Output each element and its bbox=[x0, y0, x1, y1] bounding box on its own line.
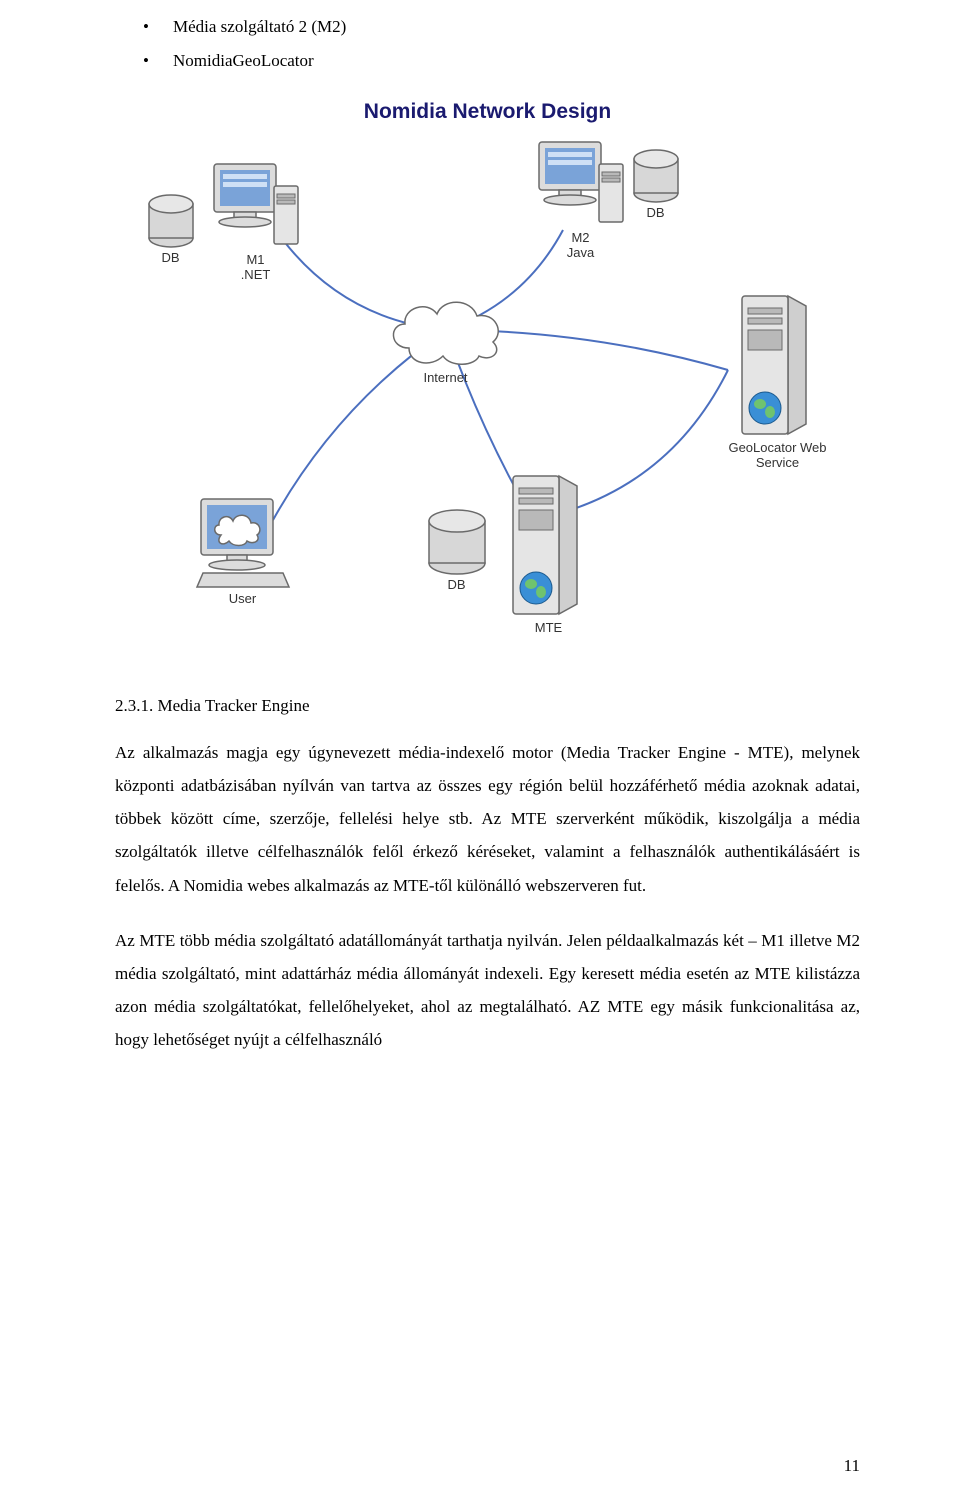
database-icon bbox=[423, 505, 491, 577]
server-icon bbox=[732, 290, 824, 440]
network-diagram: Nomidia Network Design DB M1 .NET bbox=[133, 100, 843, 660]
node-label: DB bbox=[143, 250, 199, 265]
node-db-mte: DB bbox=[423, 505, 491, 592]
bullet-list: Média szolgáltató 2 (M2) NomidiaGeoLocat… bbox=[143, 10, 860, 78]
bullet-item: Média szolgáltató 2 (M2) bbox=[143, 10, 860, 44]
bullet-item: NomidiaGeoLocator bbox=[143, 44, 860, 78]
section-heading: 2.3.1. Media Tracker Engine bbox=[115, 696, 860, 716]
body-paragraph: Az MTE több média szolgáltató adatállomá… bbox=[115, 924, 860, 1057]
database-icon bbox=[143, 190, 199, 250]
node-db-m1: DB bbox=[143, 190, 199, 265]
node-label: User bbox=[193, 591, 293, 606]
body-paragraph: Az alkalmazás magja egy úgynevezett médi… bbox=[115, 736, 860, 902]
node-geolocator: GeoLocator Web Service bbox=[708, 290, 848, 470]
node-label: DB bbox=[628, 205, 684, 220]
node-label: Internet bbox=[381, 370, 511, 385]
database-icon bbox=[628, 145, 684, 205]
node-m2: M2 Java bbox=[533, 138, 629, 260]
node-label: GeoLocator Web Service bbox=[708, 440, 848, 470]
server-icon bbox=[503, 470, 595, 620]
cloud-icon bbox=[381, 290, 511, 370]
node-label: MTE bbox=[503, 620, 595, 635]
page-number: 11 bbox=[844, 1456, 860, 1476]
computer-icon bbox=[533, 138, 629, 230]
computer-icon bbox=[193, 495, 293, 591]
node-label: DB bbox=[423, 577, 491, 592]
node-db-m2: DB bbox=[628, 145, 684, 220]
node-internet: Internet bbox=[381, 290, 511, 385]
diagram-title: Nomidia Network Design bbox=[364, 100, 611, 124]
node-mte: MTE bbox=[503, 470, 595, 635]
node-label: M2 Java bbox=[533, 230, 629, 260]
node-user: User bbox=[193, 495, 293, 606]
node-label: M1 .NET bbox=[208, 252, 304, 282]
node-m1: M1 .NET bbox=[208, 160, 304, 282]
computer-icon bbox=[208, 160, 304, 252]
